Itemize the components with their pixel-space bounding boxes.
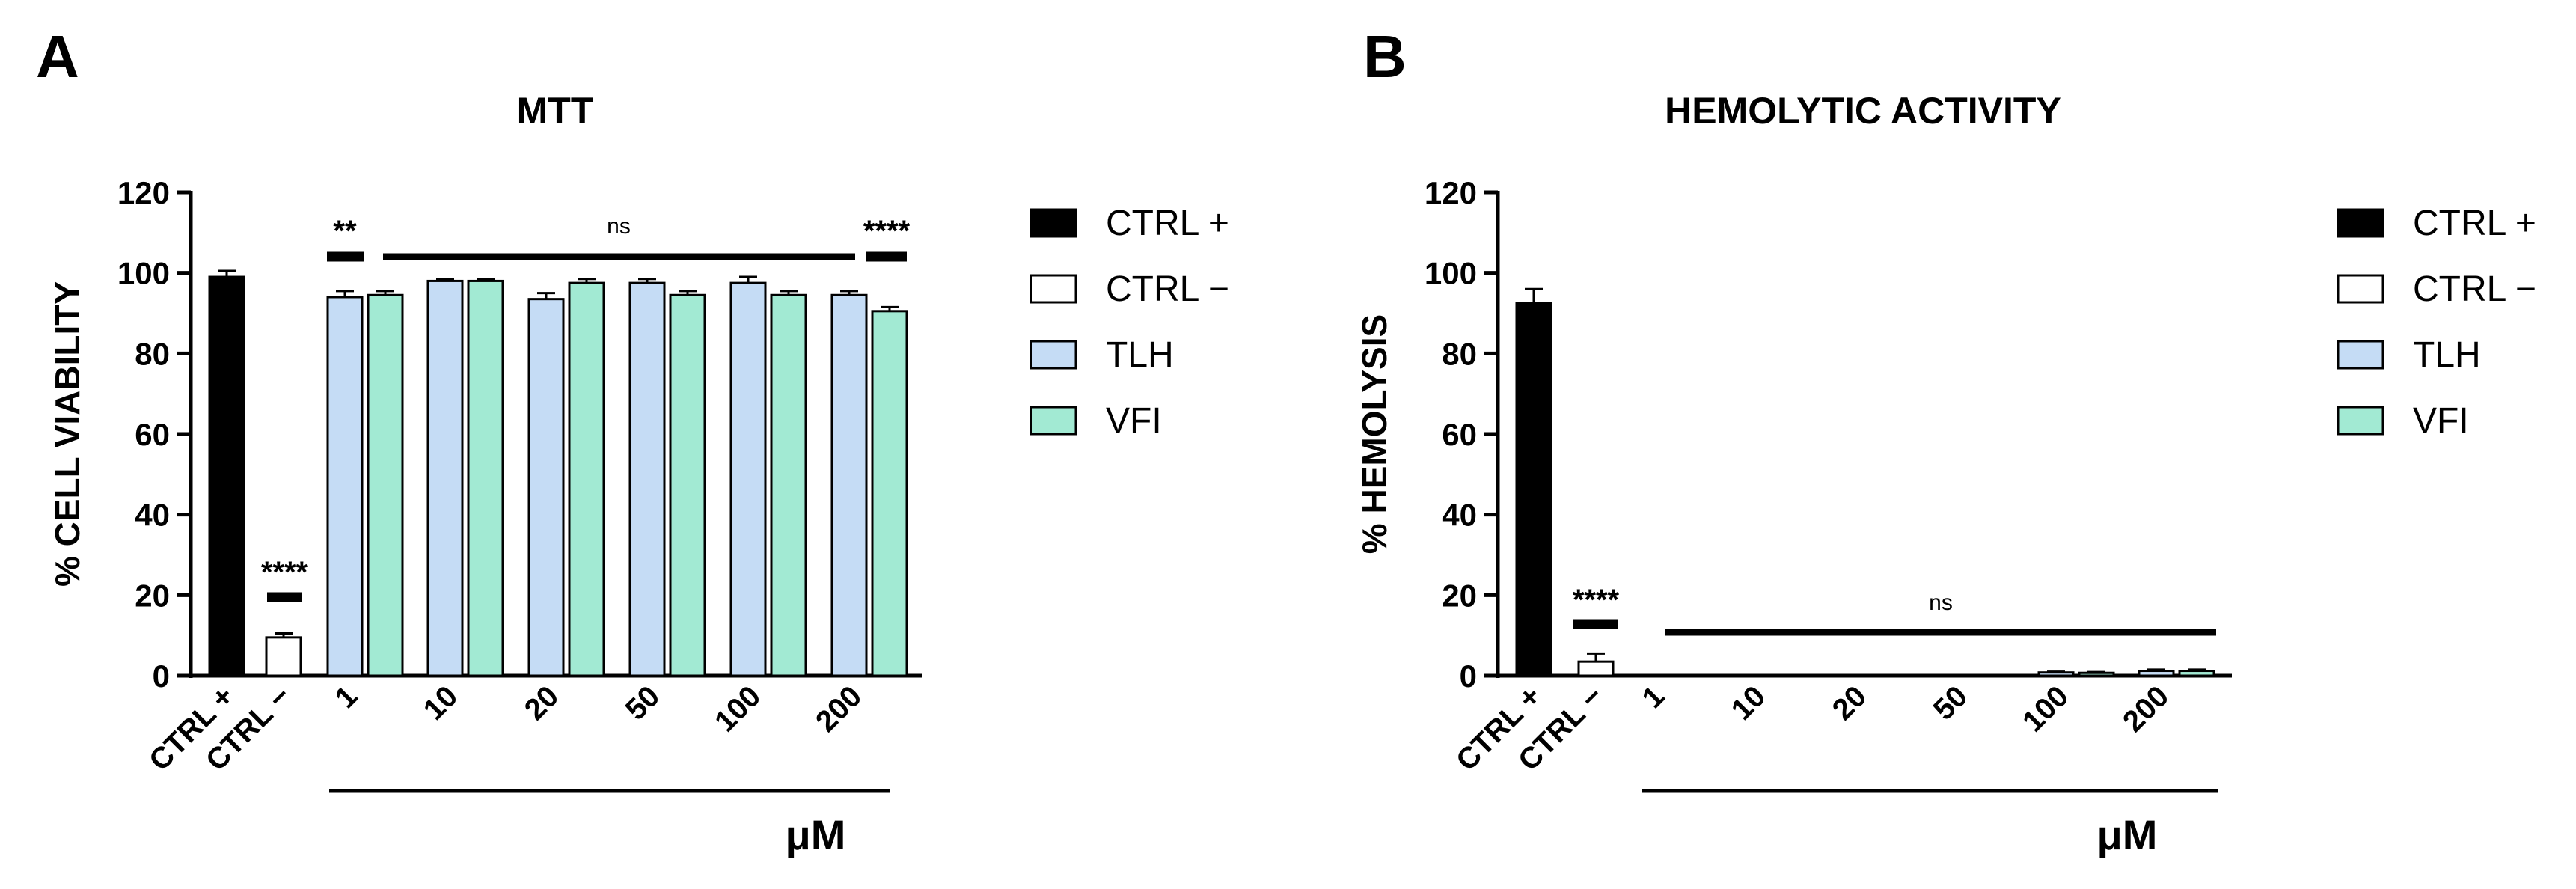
bar-vfi-1 [367, 293, 404, 677]
bar-vfi-100 [770, 293, 807, 677]
x-tick-label: 100 [709, 679, 767, 738]
legend-label: VFI [2413, 401, 2469, 441]
chart-title-b: HEMOLYTIC ACTIVITY [1665, 90, 2061, 132]
legend-swatch [2337, 406, 2384, 436]
y-tick-label: 100 [117, 256, 170, 291]
bar-tlh-100 [729, 281, 767, 677]
unit-label-b: μM [2097, 811, 2158, 858]
bar-ctrl-neg [1577, 660, 1615, 677]
bar-tlh-200 [830, 293, 868, 677]
y-tick-label: 100 [1425, 256, 1477, 291]
y-tick-label: 60 [1442, 417, 1477, 452]
x-tick-label: 200 [810, 679, 868, 738]
x-tick-label: 50 [619, 679, 667, 727]
chart-title-a: MTT [517, 90, 594, 132]
significance-label: **** [261, 556, 308, 589]
legend-swatch [2337, 208, 2384, 238]
bar-tlh-10 [426, 279, 464, 677]
legend-swatch [1030, 208, 1077, 238]
panel-letter-a: A [36, 23, 79, 90]
bar-vfi-10 [467, 279, 504, 677]
y-tick-label: 40 [1442, 498, 1477, 533]
y-tick-label: 80 [135, 336, 170, 371]
x-tick-label: 20 [518, 679, 566, 727]
bar-vfi-200 [2178, 670, 2215, 677]
bar-vfi-20 [568, 281, 605, 677]
x-tick-label: 10 [417, 679, 465, 727]
x-tick-label: 50 [1927, 679, 1974, 727]
chart-panel-a: 0 20 40 60 80 100 120 CTRL + CTRL − 1 10 20 50 100 200… [117, 175, 1229, 793]
x-tick-label: 1 [329, 679, 364, 715]
bar-ctrl-neg [265, 636, 302, 677]
x-tick-label: 1 [1636, 679, 1671, 715]
significance-label: ns [607, 214, 631, 239]
y-tick-label: 20 [135, 578, 170, 613]
bar-vfi-50 [669, 293, 706, 677]
legend-label: CTRL + [2413, 204, 2536, 243]
y-tick-label: 120 [1425, 175, 1477, 210]
bar-tlh-100 [2037, 671, 2075, 677]
y-axis-label-a: % CELL VIABILITY [48, 281, 87, 587]
panel-letter-b: B [1363, 23, 1407, 90]
legend-label: TLH [2413, 335, 2481, 375]
significance-label: ns [1929, 590, 1953, 615]
x-tick-label: 200 [2117, 679, 2175, 738]
legend-label: CTRL − [2413, 269, 2536, 309]
bar-vfi-200 [871, 310, 908, 677]
chart-panel-b: 0 20 40 60 80 100 120 CTRL + CTRL − 1 10 20 50 100 200… [1425, 175, 2536, 793]
bar-ctrl-pos [208, 275, 245, 677]
y-tick-label: 80 [1442, 336, 1477, 371]
x-tick-label: 100 [2016, 679, 2075, 738]
bar-tlh-1 [326, 296, 364, 677]
bar-vfi-100 [2078, 671, 2115, 677]
y-axis-label-b: % HEMOLYSIS [1355, 314, 1394, 554]
y-tick-label: 20 [1442, 578, 1477, 613]
y-tick-label: 60 [135, 417, 170, 452]
x-tick-label: 20 [1826, 679, 1873, 727]
significance-label: ** [333, 215, 357, 248]
unit-label-a: μM [786, 811, 846, 858]
legend-swatch [1030, 340, 1077, 370]
legend-label: CTRL + [1106, 204, 1229, 243]
bar-tlh-50 [628, 281, 666, 677]
legend-label: CTRL − [1106, 269, 1229, 309]
significance-label: **** [1573, 584, 1620, 617]
significance-label: **** [863, 215, 911, 248]
y-tick-label: 0 [153, 659, 170, 694]
y-tick-label: 120 [117, 175, 170, 210]
legend-swatch [2337, 340, 2384, 370]
y-tick-label: 40 [135, 498, 170, 533]
legend-swatch [1030, 274, 1077, 304]
bar-tlh-20 [527, 298, 565, 677]
y-tick-label: 0 [1460, 659, 1477, 694]
legend-swatch [2337, 274, 2384, 304]
x-tick-label: 10 [1725, 679, 1772, 727]
legend-label: VFI [1106, 401, 1162, 441]
legend-label: TLH [1106, 335, 1174, 375]
bar-tlh-200 [2138, 670, 2175, 677]
legend-swatch [1030, 406, 1077, 436]
bar-ctrl-pos [1515, 302, 1552, 677]
